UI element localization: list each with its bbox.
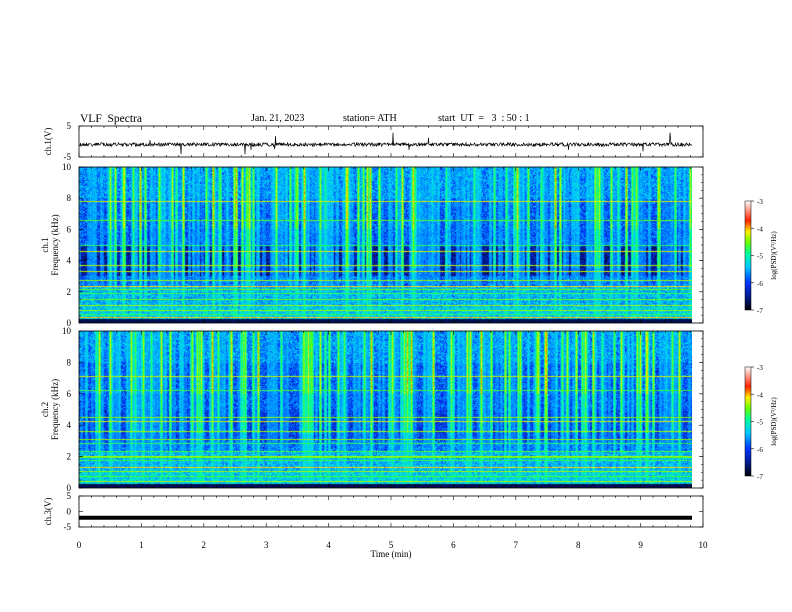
ch1-colorbar-tick-label: -3 <box>757 198 763 206</box>
start-time-label: start UT = 3 : 50 : 1 <box>438 113 530 124</box>
x-tick-label: 9 <box>638 540 643 550</box>
ch3-ytick-label: 5 <box>67 491 72 501</box>
ch2-colorbar-tick-label: -7 <box>757 473 763 481</box>
x-tick-label: 3 <box>264 540 269 550</box>
x-tick-label: 2 <box>202 540 207 550</box>
ch1-ytick-label: -5 <box>64 152 72 162</box>
ch1-colorbar-tick-label: -4 <box>757 225 763 233</box>
ch2-colorbar <box>744 366 752 477</box>
ch1-spectrogram-ytick-label: 0 <box>67 318 72 328</box>
ch1-spectrogram-ytick-label: 8 <box>67 193 72 203</box>
x-tick-label: 5 <box>389 540 394 550</box>
ch2-spectrogram-channel-label: ch.2 <box>40 402 50 417</box>
x-tick-label: 7 <box>514 540 519 550</box>
ch1-ytick-label: 5 <box>67 121 72 131</box>
x-tick-label: 8 <box>576 540 581 550</box>
ch1-waveform-frame <box>78 125 704 158</box>
ch3-waveform-frame <box>78 495 704 528</box>
ch2-colorbar-tick-label: -5 <box>757 419 763 427</box>
ch2-colorbar-tick-label: -3 <box>757 364 763 372</box>
ch2-spectrogram-ytick-label: 6 <box>67 389 72 399</box>
x-tick-label: 4 <box>326 540 331 550</box>
ch2-spectrogram-ytick-label: 10 <box>62 326 72 336</box>
ch1-spectrogram-image <box>79 167 692 323</box>
ch1-colorbar <box>744 200 752 311</box>
ch2-spectrogram-image <box>79 331 692 488</box>
ch2-colorbar-label: log(PSD)(V²/Hz) <box>770 397 778 446</box>
ch1-spectrogram-ytick-label: 10 <box>62 162 72 172</box>
ch1-spectrogram-ylabel: Frequency (kHz) <box>50 214 60 275</box>
ch2-spectrogram-ytick-label: 2 <box>67 452 72 462</box>
ch3-waveform-ylabel: ch.3(V) <box>43 498 53 526</box>
x-tick-label: 1 <box>139 540 144 550</box>
date-label: Jan. 21, 2023 <box>251 113 305 124</box>
figure-title: VLF Spectra <box>80 113 142 125</box>
x-tick-label: 10 <box>699 540 709 550</box>
ch1-spectrogram-ytick-label: 2 <box>67 287 72 297</box>
ch1-spectrogram-channel-label: ch.1 <box>40 237 50 252</box>
ch3-ytick-label: 0 <box>67 507 72 517</box>
ch1-colorbar-label: log(PSD)(V²/Hz) <box>770 231 778 280</box>
ch3-ytick-label: -5 <box>64 522 72 532</box>
ch1-spectrogram-ytick-label: 6 <box>67 224 72 234</box>
x-tick-label: 6 <box>451 540 456 550</box>
ch1-colorbar-tick-label: -6 <box>757 280 763 288</box>
ch1-colorbar-tick-label: -7 <box>757 307 763 315</box>
ch2-spectrogram-ytick-label: 0 <box>67 483 72 493</box>
ch1-waveform-ylabel: ch.1(V) <box>43 128 53 156</box>
ch1-waveform-trace <box>78 132 693 155</box>
ch2-colorbar-tick-label: -4 <box>757 391 763 399</box>
x-axis-label: Time (min) <box>371 549 412 559</box>
ch2-spectrogram-ytick-label: 8 <box>67 357 72 367</box>
ch2-spectrogram-ytick-label: 4 <box>67 420 72 430</box>
station-label: station= ATH <box>343 113 397 124</box>
x-tick-label: 0 <box>77 540 82 550</box>
ch2-spectrogram-ylabel: Frequency (kHz) <box>50 379 60 440</box>
ch1-spectrogram-ytick-label: 4 <box>67 256 72 266</box>
ch2-colorbar-tick-label: -6 <box>757 446 763 454</box>
ch1-colorbar-tick-label: -5 <box>757 253 763 261</box>
